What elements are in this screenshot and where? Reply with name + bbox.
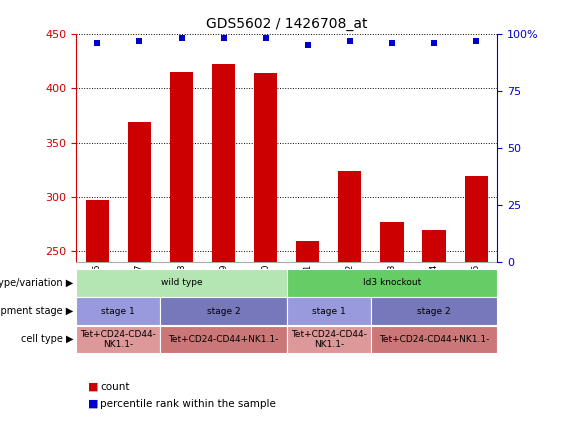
- Bar: [254, 73, 277, 423]
- Text: cell type ▶: cell type ▶: [21, 335, 73, 344]
- Point: [429, 40, 438, 47]
- Text: stage 2: stage 2: [417, 307, 451, 316]
- Bar: [170, 72, 193, 423]
- Bar: [380, 222, 403, 423]
- Text: Tet+CD24-CD44+NK1.1-: Tet+CD24-CD44+NK1.1-: [379, 335, 489, 344]
- Text: Tet+CD24-CD44-
NK1.1-: Tet+CD24-CD44- NK1.1-: [291, 330, 367, 349]
- Point: [345, 37, 354, 44]
- Bar: [423, 230, 446, 423]
- Text: stage 2: stage 2: [207, 307, 241, 316]
- Text: percentile rank within the sample: percentile rank within the sample: [100, 399, 276, 409]
- Bar: [128, 122, 151, 423]
- Point: [93, 40, 102, 47]
- Bar: [296, 241, 319, 423]
- Title: GDS5602 / 1426708_at: GDS5602 / 1426708_at: [206, 17, 367, 31]
- Point: [261, 35, 270, 42]
- Point: [303, 42, 312, 49]
- Point: [177, 35, 186, 42]
- Point: [135, 37, 144, 44]
- Text: wild type: wild type: [160, 278, 202, 287]
- Bar: [464, 176, 488, 423]
- Point: [388, 40, 397, 47]
- Bar: [338, 171, 362, 423]
- Text: count: count: [100, 382, 129, 392]
- Point: [219, 35, 228, 42]
- Point: [472, 37, 481, 44]
- Text: ■: ■: [88, 382, 98, 392]
- Text: Tet+CD24-CD44+NK1.1-: Tet+CD24-CD44+NK1.1-: [168, 335, 279, 344]
- Text: development stage ▶: development stage ▶: [0, 306, 73, 316]
- Text: stage 1: stage 1: [102, 307, 135, 316]
- Text: stage 1: stage 1: [312, 307, 346, 316]
- Text: Tet+CD24-CD44-
NK1.1-: Tet+CD24-CD44- NK1.1-: [80, 330, 157, 349]
- Text: genotype/variation ▶: genotype/variation ▶: [0, 278, 73, 288]
- Bar: [212, 64, 235, 423]
- Text: ■: ■: [88, 399, 98, 409]
- Text: Id3 knockout: Id3 knockout: [363, 278, 421, 287]
- Bar: [86, 200, 109, 423]
